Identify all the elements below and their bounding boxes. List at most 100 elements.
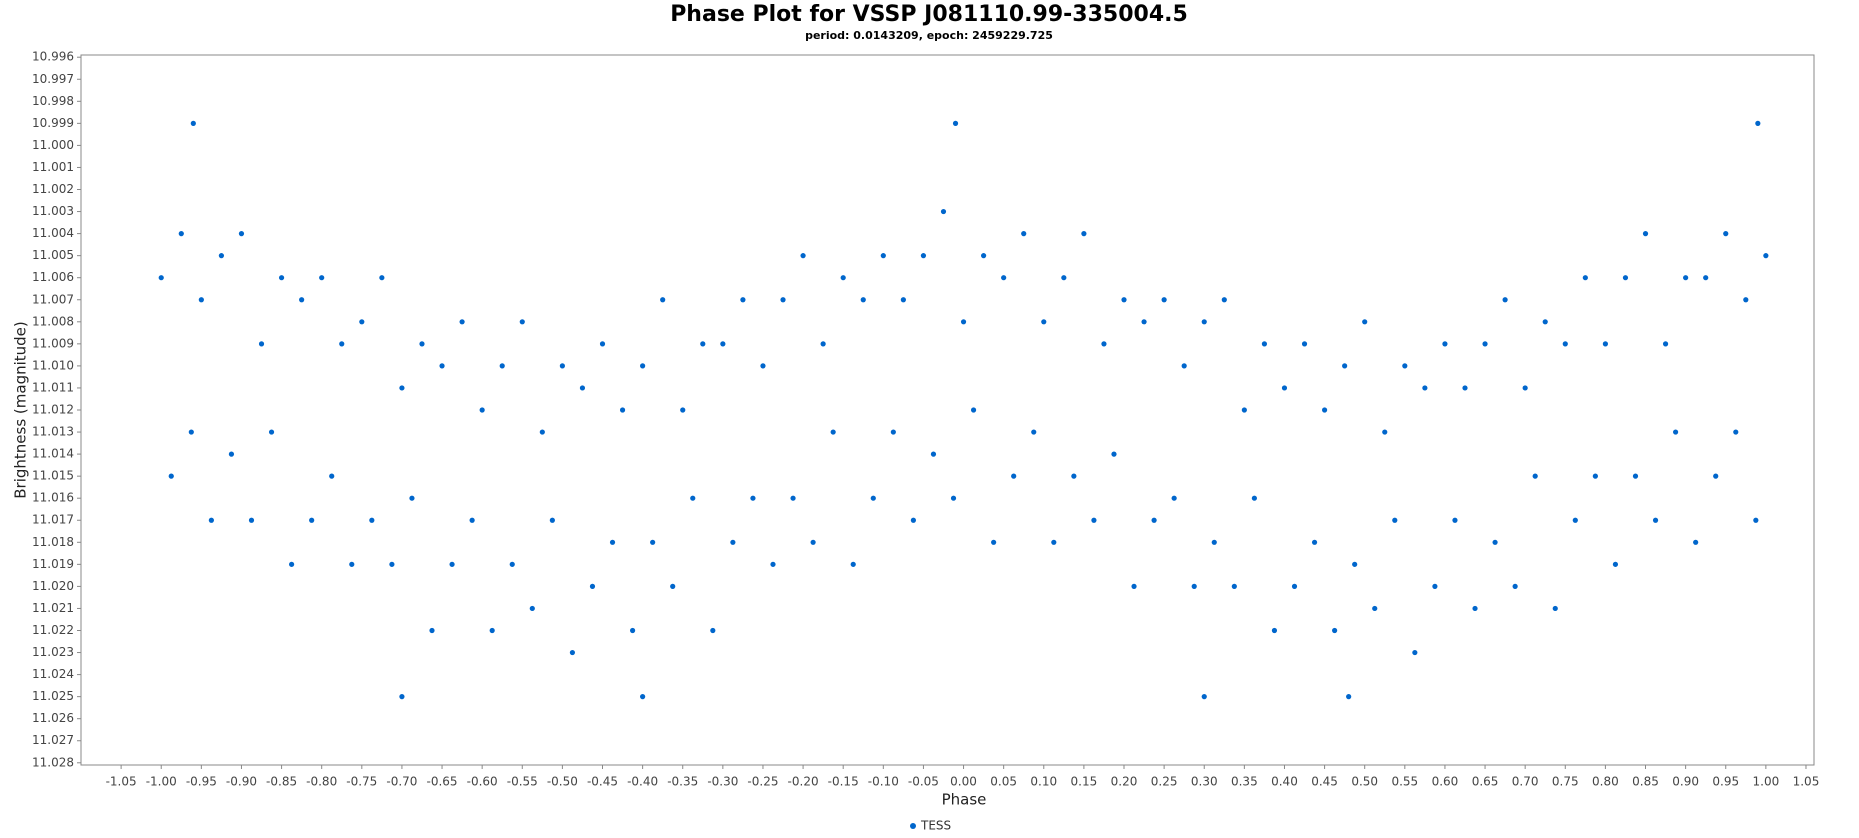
data-point bbox=[1442, 341, 1448, 347]
data-point bbox=[1562, 341, 1568, 347]
y-tick-label: 11.007 bbox=[32, 292, 74, 306]
data-point bbox=[790, 495, 796, 501]
y-tick-label: 11.011 bbox=[32, 380, 74, 394]
data-point bbox=[680, 407, 686, 413]
data-point bbox=[850, 561, 856, 567]
data-point bbox=[549, 517, 555, 523]
data-point bbox=[740, 297, 746, 303]
data-point bbox=[1021, 231, 1027, 237]
data-point bbox=[981, 253, 987, 259]
data-point bbox=[1031, 429, 1037, 435]
data-point bbox=[439, 363, 445, 369]
data-point bbox=[479, 407, 485, 413]
data-point bbox=[1612, 561, 1619, 567]
data-point bbox=[1291, 583, 1298, 589]
data-point bbox=[660, 297, 666, 303]
x-tick-label: -0.65 bbox=[427, 775, 458, 789]
data-point bbox=[1693, 539, 1699, 545]
data-point bbox=[1753, 517, 1759, 523]
x-tick-label: -0.35 bbox=[667, 775, 698, 789]
y-tick-label: 11.020 bbox=[32, 579, 74, 593]
x-tick-label: -0.30 bbox=[707, 775, 738, 789]
y-tick-label: 11.012 bbox=[32, 403, 74, 417]
data-point bbox=[399, 694, 405, 700]
data-point bbox=[1071, 473, 1077, 479]
data-point bbox=[178, 231, 184, 237]
data-point bbox=[1081, 231, 1087, 237]
y-tick-label: 11.024 bbox=[32, 667, 74, 681]
data-point bbox=[1011, 473, 1017, 479]
y-tick-label: 11.017 bbox=[32, 513, 74, 527]
data-point bbox=[1492, 539, 1498, 545]
series-points bbox=[158, 120, 1769, 700]
data-point bbox=[1231, 583, 1237, 589]
x-tick-label: 0.40 bbox=[1271, 775, 1298, 789]
chart-title: Phase Plot for VSSP J081110.99-335004.5 bbox=[670, 2, 1188, 27]
y-tick-label: 11.023 bbox=[32, 645, 74, 659]
data-point bbox=[1372, 605, 1378, 612]
data-point bbox=[670, 583, 676, 589]
data-point bbox=[840, 275, 846, 281]
data-point bbox=[1632, 473, 1639, 479]
data-point bbox=[820, 341, 826, 347]
data-point bbox=[1171, 495, 1177, 501]
y-tick-label: 11.021 bbox=[32, 601, 74, 615]
data-point bbox=[559, 363, 565, 369]
data-point bbox=[1051, 539, 1057, 545]
data-point bbox=[1221, 297, 1227, 303]
chart-subtitle: period: 0.0143209, epoch: 2459229.725 bbox=[805, 29, 1053, 42]
data-point bbox=[1261, 341, 1268, 347]
data-point bbox=[1281, 385, 1288, 391]
data-point bbox=[1673, 429, 1679, 435]
y-tick-label: 11.014 bbox=[32, 447, 74, 461]
y-tick-label: 10.997 bbox=[32, 72, 74, 86]
x-tick-label: -0.80 bbox=[306, 775, 337, 789]
data-point bbox=[1703, 275, 1709, 281]
data-point bbox=[1733, 429, 1739, 435]
data-point bbox=[1472, 605, 1478, 612]
y-tick-label: 11.027 bbox=[32, 733, 74, 747]
y-tick-label: 11.022 bbox=[32, 623, 74, 637]
data-point bbox=[800, 253, 806, 259]
data-point bbox=[1352, 561, 1358, 567]
data-point bbox=[1542, 319, 1548, 325]
x-tick-label: -1.05 bbox=[106, 775, 137, 789]
x-tick-label: 0.10 bbox=[1030, 775, 1057, 789]
data-point bbox=[409, 495, 415, 501]
x-tick-label: 0.80 bbox=[1592, 775, 1619, 789]
data-point bbox=[770, 561, 776, 567]
x-tick-label: 0.45 bbox=[1311, 775, 1338, 789]
data-point bbox=[609, 539, 616, 545]
data-point bbox=[248, 517, 255, 523]
x-tick-label: -0.05 bbox=[908, 775, 939, 789]
data-point bbox=[760, 363, 766, 369]
x-tick-label: 0.75 bbox=[1552, 775, 1579, 789]
data-point bbox=[1151, 517, 1157, 523]
x-tick-label: -0.55 bbox=[507, 775, 538, 789]
x-tick-label: -0.85 bbox=[266, 775, 297, 789]
y-tick-label: 11.000 bbox=[32, 138, 74, 152]
data-point bbox=[650, 539, 656, 545]
x-tick-label: 0.05 bbox=[990, 775, 1017, 789]
data-point bbox=[880, 253, 886, 259]
data-point bbox=[369, 517, 375, 523]
data-point bbox=[1482, 341, 1488, 347]
data-point bbox=[1241, 407, 1247, 413]
data-point bbox=[960, 319, 967, 325]
data-point bbox=[1101, 341, 1107, 347]
x-tick-label: -0.90 bbox=[226, 775, 257, 789]
data-point bbox=[1091, 517, 1097, 523]
data-point bbox=[940, 208, 947, 215]
data-point bbox=[429, 627, 435, 634]
data-point bbox=[1201, 319, 1207, 325]
y-tick-label: 10.999 bbox=[32, 116, 74, 130]
x-tick-label: 0.00 bbox=[950, 775, 977, 789]
data-point bbox=[1592, 473, 1598, 479]
y-tick-label: 11.013 bbox=[32, 425, 74, 439]
data-point bbox=[389, 561, 395, 567]
data-point bbox=[1392, 517, 1398, 523]
data-point bbox=[459, 319, 465, 325]
x-tick-label: 0.35 bbox=[1231, 775, 1258, 789]
x-tick-label: 0.70 bbox=[1512, 775, 1539, 789]
